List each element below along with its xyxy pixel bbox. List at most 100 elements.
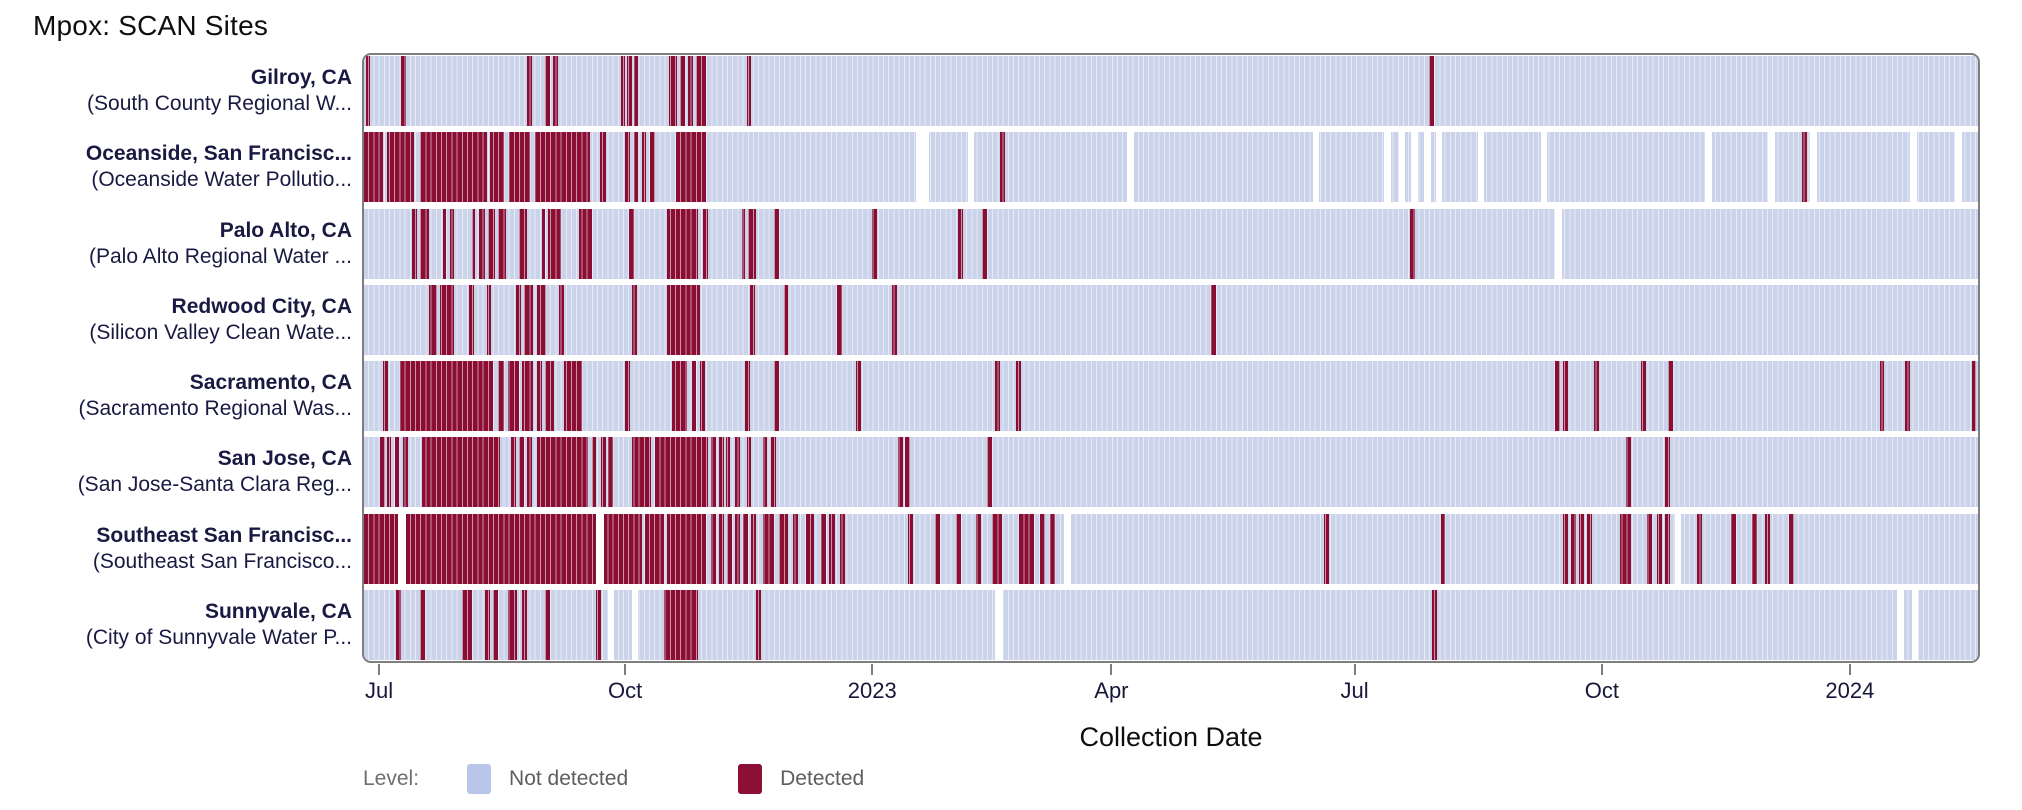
missing-sample-gap [1064,513,1071,584]
missing-sample-gap [631,589,639,660]
detected-mark [982,208,987,279]
axis-tick-label: Oct [608,678,643,703]
detected-mark [364,513,398,584]
detected-mark [762,437,768,508]
detected-mark [1656,513,1662,584]
axis-tick-label: Apr [1094,678,1129,703]
detected-mark [806,513,815,584]
detected-mark [628,208,634,279]
site-label-column: Gilroy, CA (South County Regional W... Oce… [0,56,352,660]
detected-mark [478,208,486,279]
detected-mark [649,132,655,203]
detected-mark [631,437,652,508]
missing-sample-gap [1897,589,1904,660]
detected-mark [641,132,647,203]
missing-sample-gap [1555,208,1562,279]
detected-mark [770,437,776,508]
detected-mark [1764,513,1770,584]
detected-mark [1789,513,1794,584]
detected-mark [578,208,592,279]
detected-mark [667,284,700,355]
axis-tick-mark [624,664,627,675]
detected-mark [756,589,762,660]
detected-mark [364,132,384,203]
detected-mark [1640,361,1646,432]
plot-area [362,53,1980,663]
detected-mark [783,284,789,355]
detected-mark [1664,437,1670,508]
detected-mark [552,56,558,126]
detected-mark [719,437,724,508]
site-facility: (City of Sunnyvale Water P... [85,625,352,649]
detected-mark [1619,513,1631,584]
detected-mark [420,589,426,660]
missing-sample-gap [1540,132,1548,203]
missing-sample-gap [1911,589,1919,660]
site-row-band [364,513,1978,584]
site-row-band [364,132,1978,203]
site-name: Southeast San Francisc... [96,523,352,547]
missing-sample-gap [1674,513,1682,584]
detected-mark [365,56,371,126]
detected-mark [633,56,639,126]
detected-mark [699,361,705,432]
detected-mark [493,589,498,660]
detected-mark [497,208,507,279]
axis-tick-mark [1353,664,1356,675]
legend-item-detected: Detected [738,764,864,794]
detected-mark [394,437,400,508]
detected-mark [1440,513,1446,584]
detected-mark [488,208,495,279]
detected-mark [1668,361,1673,432]
detected-mark [1040,513,1046,584]
detected-mark [633,132,639,203]
site-row-band [364,437,1978,508]
detected-mark [1731,513,1736,584]
detected-mark [664,589,699,660]
detected-mark [711,513,716,584]
detected-mark [527,437,532,508]
detected-mark [995,361,1000,432]
detected-mark [509,132,531,203]
detected-mark [489,132,505,203]
detected-mark [396,589,402,660]
detected-mark [907,513,913,584]
detected-mark [751,513,757,584]
detected-mark [1802,132,1807,203]
detected-mark [773,208,779,279]
detected-mark [402,437,408,508]
site-name: San Jose, CA [217,447,352,471]
site-row-band [364,284,1978,355]
detected-mark [412,208,418,279]
detected-mark [743,513,749,584]
site-name: Sacramento, CA [189,371,352,395]
site-facility: (San Jose-Santa Clara Reg... [77,473,352,497]
not-detected-label: Not detected [509,767,629,790]
site-row-band [364,56,1978,126]
site-label: Southeast San Francisc... (Southeast San … [0,514,352,584]
detected-mark [999,132,1005,203]
detected-mark [405,513,597,584]
missing-sample-gap [1435,132,1443,203]
detected-mark [1647,513,1652,584]
detected-mark [1571,513,1577,584]
missing-sample-gap [1424,132,1431,203]
detected-mark [1211,284,1217,355]
detected-mark [420,132,487,203]
missing-sample-gap [995,589,1004,660]
missing-sample-gap [967,132,975,203]
detected-mark [691,361,697,432]
detected-mark [749,284,755,355]
detected-mark [604,513,642,584]
detected-mark [1409,208,1415,279]
detected-mark [1049,513,1055,584]
detected-mark [1587,513,1593,584]
axis-tick-mark [1848,664,1851,675]
missing-sample-gap [1398,132,1406,203]
detected-mark [536,437,589,508]
site-row-band [364,589,1978,660]
detected-mark [773,361,779,432]
detected-swatch [738,764,763,794]
detected-mark [820,513,826,584]
